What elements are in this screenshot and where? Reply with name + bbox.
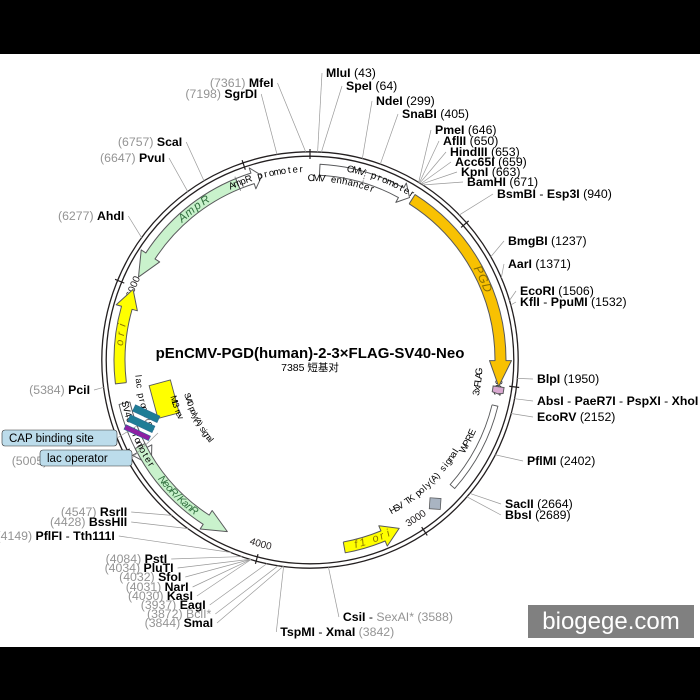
svg-text:AarI (1371): AarI (1371) [508, 257, 571, 271]
svg-text:(3844) SmaI: (3844) SmaI [145, 616, 213, 630]
svg-text:o: o [114, 339, 126, 346]
svg-text:CsiI - SexAI* (3588): CsiI - SexAI* (3588) [343, 610, 453, 624]
svg-text:G: G [474, 367, 485, 375]
svg-text:SnaBI (405): SnaBI (405) [402, 107, 469, 121]
svg-text:(7198) SgrDI: (7198) SgrDI [185, 87, 257, 101]
svg-text:NdeI (299): NdeI (299) [376, 94, 435, 108]
svg-text:(4428) BssHII: (4428) BssHII [50, 515, 127, 529]
svg-text:BbsI (2689): BbsI (2689) [505, 508, 571, 522]
svg-text:BlpI (1950): BlpI (1950) [537, 372, 599, 386]
svg-text:(6277) AhdI: (6277) AhdI [58, 209, 124, 223]
svg-text:e: e [292, 164, 298, 175]
svg-text:(6757) ScaI: (6757) ScaI [118, 135, 182, 149]
svg-text:KflI - PpuMI (1532): KflI - PpuMI (1532) [520, 295, 627, 309]
svg-text:PflMI (2402): PflMI (2402) [527, 454, 595, 468]
svg-text:pEnCMV-PGD(human)-2-3×FLAG-SV4: pEnCMV-PGD(human)-2-3×FLAG-SV40-Neo [156, 345, 465, 362]
svg-text:(4149) PflFI - Tth111I: (4149) PflFI - Tth111I [0, 529, 115, 543]
svg-text:7385 短基对: 7385 短基对 [281, 361, 339, 374]
svg-text:TspMI - XmaI (3842): TspMI - XmaI (3842) [280, 625, 394, 639]
svg-text:biogege.com: biogege.com [542, 608, 679, 635]
svg-text:BsmBI - Esp3I (940): BsmBI - Esp3I (940) [497, 187, 612, 201]
svg-text:MluI (43): MluI (43) [326, 66, 376, 80]
svg-text:(5384) PciI: (5384) PciI [29, 383, 90, 397]
svg-text:AbsI - PaeR7I - PspXI - XhoI (: AbsI - PaeR7I - PspXI - XhoI (2066) [537, 394, 700, 408]
svg-text:(6647) PvuI: (6647) PvuI [100, 151, 165, 165]
svg-text:EcoRV (2152): EcoRV (2152) [537, 410, 615, 424]
svg-text:lac operator: lac operator [47, 453, 108, 465]
svg-text:BmgBI (1237): BmgBI (1237) [508, 234, 587, 248]
svg-text:CAP binding site: CAP binding site [9, 433, 94, 445]
svg-text:SpeI (64): SpeI (64) [346, 79, 397, 93]
